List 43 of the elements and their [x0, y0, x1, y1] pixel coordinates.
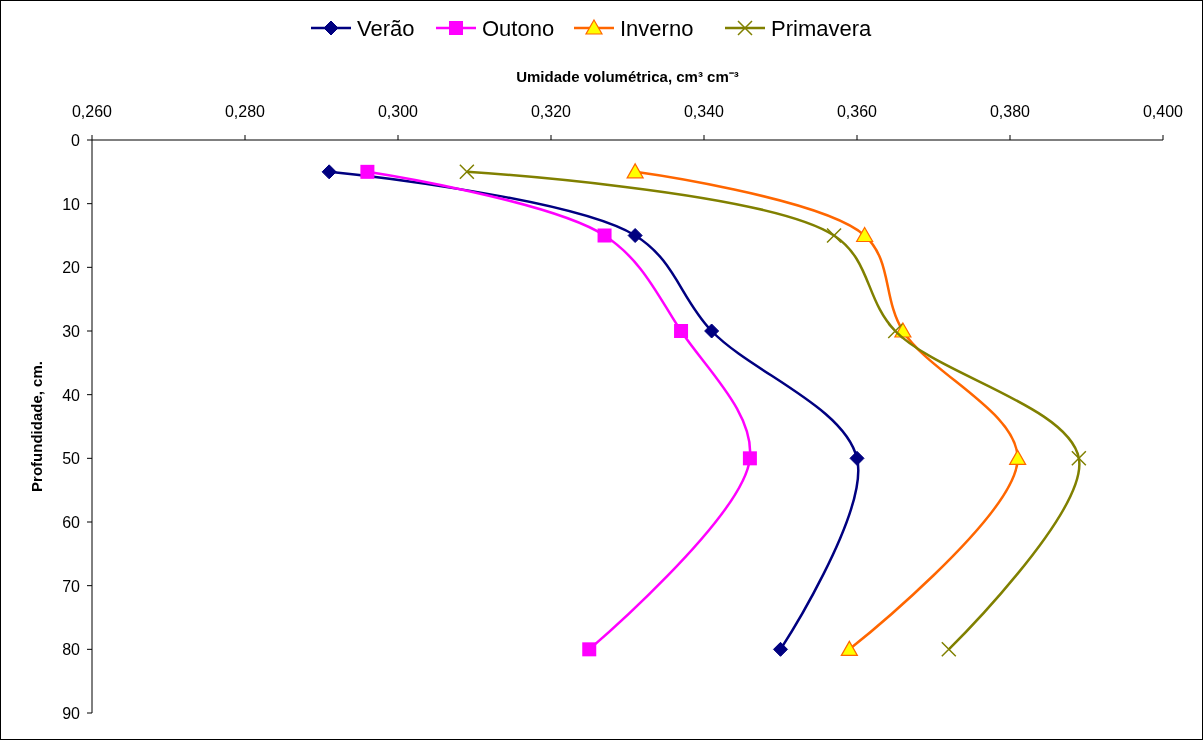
legend-label: Outono	[482, 16, 555, 41]
point	[826, 227, 842, 244]
x-tick-label: 0,280	[224, 103, 266, 120]
y-tick-label: 50	[62, 450, 81, 468]
point	[459, 164, 475, 180]
x-tick-label: 0,400	[1142, 103, 1184, 120]
y-tick-label: 10	[62, 195, 81, 213]
x-axis-title: Umidade volumétrica, cm³ cm⁻³	[516, 68, 739, 85]
point	[742, 451, 757, 466]
x-tick-label: 0,340	[683, 103, 725, 120]
x-tick-label: 0,380	[989, 103, 1031, 120]
y-tick-label: 80	[62, 641, 81, 659]
point	[856, 226, 874, 243]
legend-label: Verão	[357, 16, 415, 41]
point	[582, 642, 597, 657]
point	[1071, 450, 1087, 467]
point	[626, 163, 644, 179]
point	[627, 228, 643, 243]
point	[840, 640, 858, 656]
point	[887, 323, 903, 339]
y-tick-label: 60	[62, 514, 81, 531]
x-tick-label: 0,360	[836, 103, 878, 120]
x-tick-label: 0,260	[71, 103, 113, 120]
point	[674, 324, 689, 338]
y-axis-title: Profundidade, cm.	[28, 361, 45, 492]
point	[597, 228, 612, 243]
point	[704, 323, 720, 339]
y-tick-label: 30	[62, 323, 81, 340]
legend-label: Primavera	[771, 16, 873, 41]
point	[941, 641, 957, 658]
point	[321, 164, 337, 180]
point	[773, 641, 788, 657]
point	[1009, 449, 1027, 465]
y-tick-label: 20	[62, 259, 81, 277]
y-tick-label: 0	[71, 132, 81, 149]
x-tick-label: 0,320	[530, 103, 572, 120]
y-tick-label: 90	[62, 705, 81, 722]
y-tick-label: 70	[62, 577, 81, 595]
point	[360, 164, 375, 179]
y-tick-label: 40	[62, 386, 81, 404]
x-tick-label: 0,300	[377, 103, 419, 120]
point	[849, 450, 865, 466]
legend-label: Inverno	[620, 16, 694, 41]
